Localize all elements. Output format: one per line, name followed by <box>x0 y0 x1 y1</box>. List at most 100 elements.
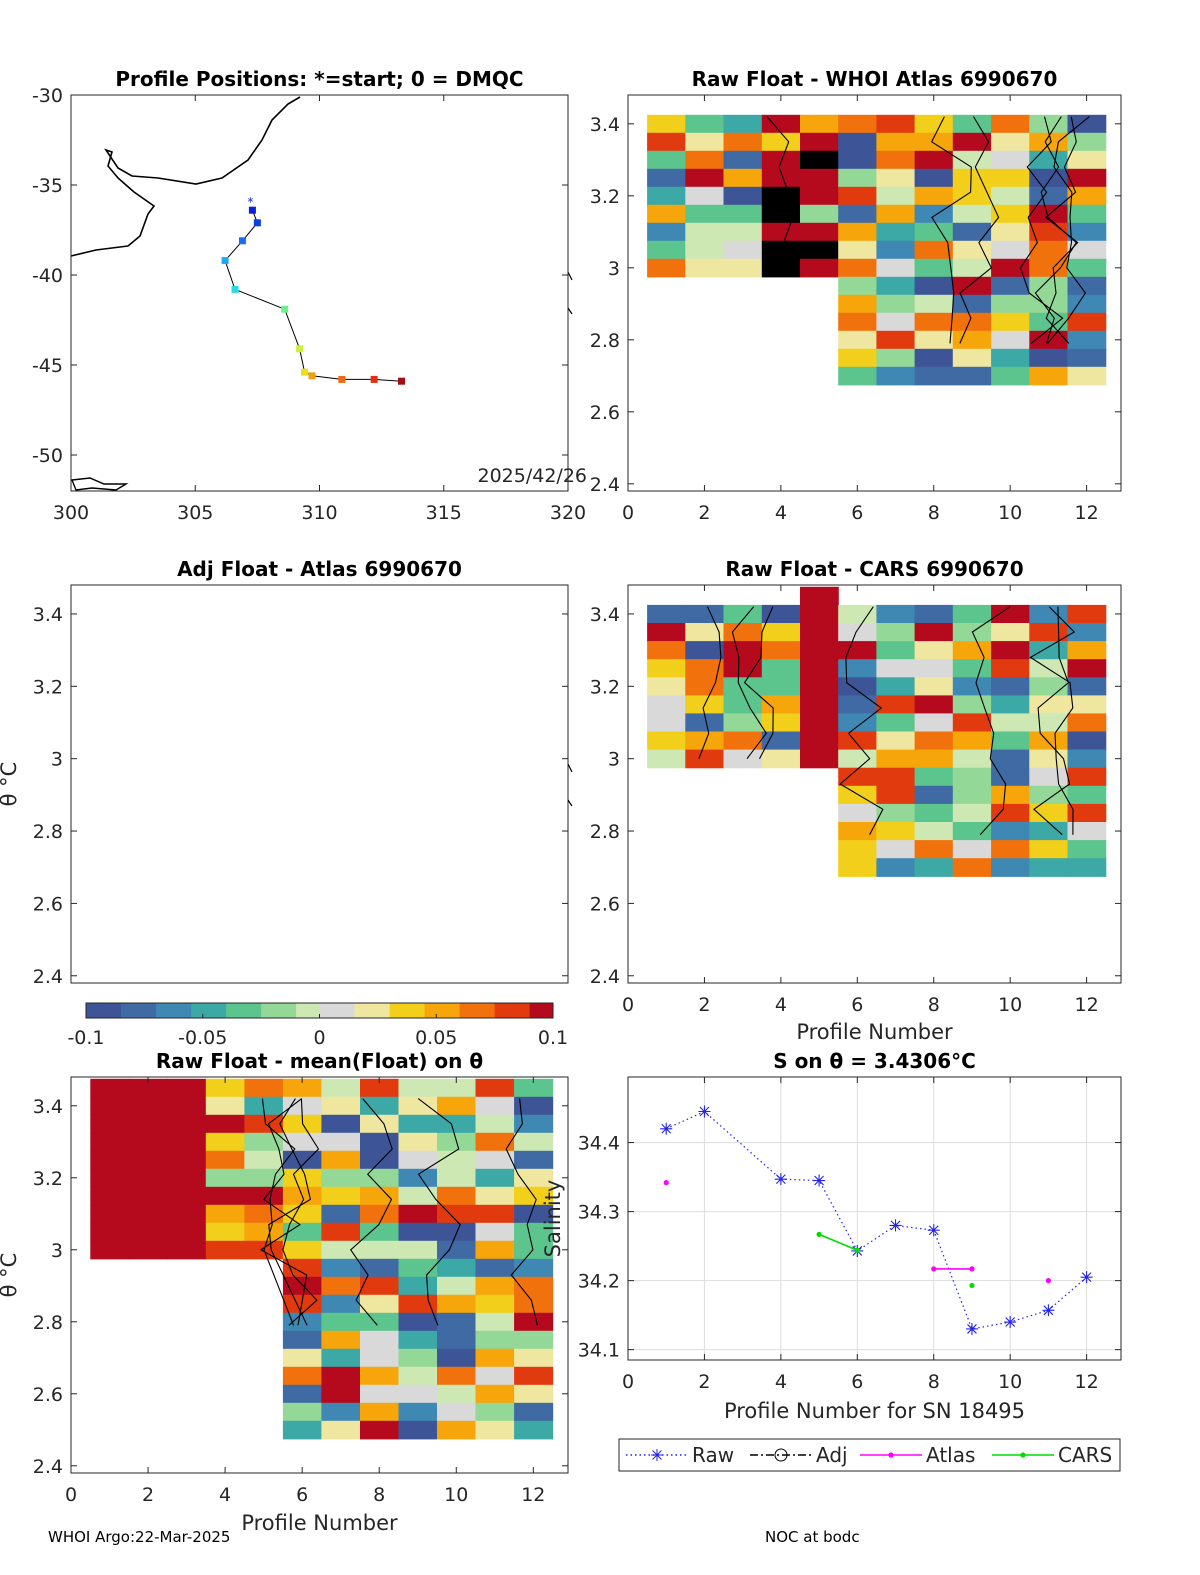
heatmap-cell <box>953 605 992 624</box>
heatmap-cell <box>991 313 1030 332</box>
heatmap-cell <box>876 367 915 386</box>
profile-position-marker <box>281 306 288 313</box>
heatmap-cell <box>1029 241 1068 260</box>
heatmap-cell <box>838 750 877 769</box>
heatmap-cell <box>685 115 724 134</box>
legend-marker <box>1020 1452 1025 1457</box>
heatmap-cell <box>437 1367 476 1386</box>
heatmap-cell <box>476 1403 515 1422</box>
heatmap-cell <box>953 677 992 696</box>
heatmap-cell <box>876 241 915 260</box>
heatmap-cell <box>724 241 763 260</box>
heatmap-cell <box>724 133 763 152</box>
colorbar-segment <box>86 1003 98 1018</box>
profile-position-marker <box>338 376 345 383</box>
heatmap-cell <box>437 1349 476 1368</box>
legend: Raw Adj Atlas CARS <box>619 1439 1120 1471</box>
heatmap-cell <box>167 1151 206 1170</box>
heatmap-cell <box>991 659 1030 678</box>
heatmap-cell <box>90 1115 129 1134</box>
legend-label: Adj <box>816 1443 848 1467</box>
profile-position-marker <box>239 237 246 244</box>
island-coastline <box>72 478 126 490</box>
heatmap-cell <box>514 1133 553 1152</box>
heatmap-cell <box>167 1205 206 1224</box>
heatmap-cell <box>647 750 686 769</box>
heatmap-cell <box>915 259 954 278</box>
heatmap-cell <box>876 750 915 769</box>
heatmap-cell <box>129 1205 168 1224</box>
heatmap-cell <box>800 695 839 714</box>
heatmap-cell <box>321 1241 360 1260</box>
cars-point <box>816 1232 821 1237</box>
heatmap-cell <box>915 295 954 314</box>
heatmap-cell <box>283 1367 322 1386</box>
atlas-point <box>1046 1278 1051 1283</box>
heatmap-cell <box>244 1115 283 1134</box>
heatmap-cell <box>991 241 1030 260</box>
heatmap-cell <box>724 205 763 224</box>
heatmap-cell <box>206 1205 245 1224</box>
heatmap-cell <box>360 1151 399 1170</box>
colorbar-segment <box>401 1003 413 1018</box>
heatmap-cell <box>321 1421 360 1440</box>
chart-title: Raw Float - WHOI Atlas 6990670 <box>692 67 1058 91</box>
profile-position-marker <box>232 286 239 293</box>
heatmap-cell <box>360 1205 399 1224</box>
heatmap-cell <box>321 1259 360 1278</box>
heatmap-cell <box>800 659 839 678</box>
heatmap-cell <box>915 349 954 368</box>
heatmap-cell <box>953 750 992 769</box>
heatmap-cell <box>838 804 877 823</box>
heatmap-cell <box>685 732 724 751</box>
heatmap-cell <box>1029 641 1068 660</box>
heatmap-cell <box>876 641 915 660</box>
heatmap-cell <box>876 169 915 188</box>
heatmap-cell <box>167 1133 206 1152</box>
x-tick-label: 0 <box>622 994 634 1016</box>
panel-adj-float: 3.43.232.82.62.4Adj Float - Atlas 699067… <box>0 557 572 988</box>
heatmap-cell <box>90 1097 129 1116</box>
heatmap-cell <box>360 1295 399 1314</box>
y-axis-label: θ °C <box>0 762 21 807</box>
heatmap-cell <box>360 1223 399 1242</box>
colorbar-segment <box>483 1003 495 1018</box>
heatmap-cell <box>991 331 1030 350</box>
heatmap-cell <box>1029 732 1068 751</box>
heatmap-cell <box>838 295 877 314</box>
heatmap-cell <box>399 1349 438 1368</box>
raw-point <box>775 1173 787 1185</box>
colorbar-segment <box>144 1003 156 1018</box>
heatmap-cell <box>724 623 763 642</box>
heatmap-cell <box>762 605 801 624</box>
heatmap-cell <box>129 1151 168 1170</box>
heatmap-cell <box>762 677 801 696</box>
heatmap-cell <box>953 223 992 242</box>
heatmap-cell <box>437 1097 476 1116</box>
heatmap-cell <box>647 241 686 260</box>
heatmap-cell <box>838 277 877 296</box>
heatmap-cell <box>762 750 801 769</box>
heatmap-cell <box>206 1169 245 1188</box>
panel-heatmap-3: 0 2 4 6 8 10 123.43.232.82.62.4Raw Float - CAR… <box>590 557 1121 1044</box>
legend-marker <box>651 1449 663 1461</box>
legend-label: CARS <box>1058 1443 1112 1467</box>
x-tick-label: 0 <box>65 1484 77 1506</box>
y-tick-label: 2.6 <box>33 893 63 915</box>
heatmap-cell <box>476 1331 515 1350</box>
heatmap-cell <box>360 1133 399 1152</box>
colorbar-segment <box>191 1003 203 1018</box>
raw-point <box>698 1106 710 1118</box>
x-tick-label: 0 <box>622 1371 634 1393</box>
heatmap-cell <box>724 605 763 624</box>
heatmap-cell <box>647 133 686 152</box>
heatmap-cell <box>1068 695 1107 714</box>
heatmap-cell <box>1068 786 1107 805</box>
heatmap-cell <box>283 1349 322 1368</box>
colorbar-segment <box>378 1003 390 1018</box>
profile-position-marker <box>301 369 308 376</box>
x-tick-label: 315 <box>426 502 462 524</box>
heatmap-cell <box>991 750 1030 769</box>
heatmap-cell <box>915 732 954 751</box>
colorbar-segment <box>436 1003 448 1018</box>
